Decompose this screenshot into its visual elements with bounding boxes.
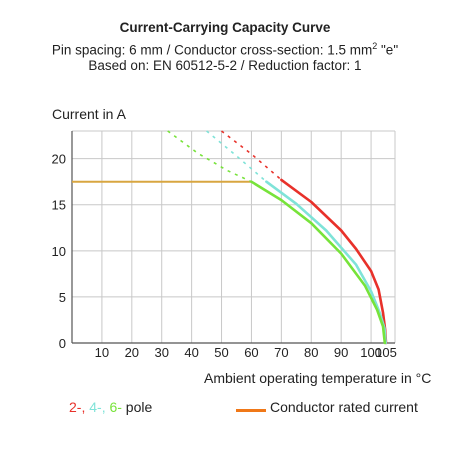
axes <box>71 131 395 344</box>
x-tick-label: 20 <box>125 345 139 360</box>
legend-rated-current-line <box>236 409 266 412</box>
subtitle-text: Pin spacing: 6 mm / Conductor cross-sect… <box>51 42 373 58</box>
series-6-pole-dashed <box>167 130 252 183</box>
series-2-pole-dashed <box>221 130 282 181</box>
y-tick-label: 10 <box>52 244 66 259</box>
y-tick-label: 5 <box>59 290 66 305</box>
series-4-pole-line <box>265 180 388 345</box>
legend-pole-part: pole <box>121 399 153 415</box>
x-tick-label: 100 <box>360 345 382 360</box>
y-axis-label: Current in A <box>52 106 127 122</box>
x-axis-label: Ambient operating temperature in °C <box>204 370 431 386</box>
x-tick-label: 50 <box>214 345 228 360</box>
legend-rated-current-label: Conductor rated current <box>270 399 418 415</box>
series-6-pole-line <box>250 180 387 345</box>
series-lines <box>72 130 388 345</box>
x-tick-label: 80 <box>304 345 318 360</box>
x-tick-label: 105 <box>375 345 397 360</box>
y-tick-label: 0 <box>59 336 66 351</box>
x-tick-label: 10 <box>95 345 109 360</box>
x-tick-label: 30 <box>154 345 168 360</box>
x-tick-label: 90 <box>334 345 348 360</box>
legend-pole-part: 2- <box>69 399 82 415</box>
series-4-pole-dashed <box>206 130 267 183</box>
legend-pole-part: 4- <box>89 399 102 415</box>
subtitle-superscript: 2 <box>372 41 378 51</box>
legend-pole-part: , <box>101 399 110 415</box>
x-tick-label: 70 <box>274 345 288 360</box>
y-tick-label: 15 <box>52 198 66 213</box>
x-tick-label: 40 <box>184 345 198 360</box>
legend-pole-part: 6- <box>109 399 122 415</box>
y-tick-label: 20 <box>52 152 66 167</box>
x-tick-label: 60 <box>244 345 258 360</box>
legend-pole-part: , <box>81 399 90 415</box>
subtitle-suffix: "e" <box>377 42 399 58</box>
legend-pole: 2-, 4-, 6- pole <box>69 399 152 415</box>
chart-subtitle: Pin spacing: 6 mm / Conductor cross-sect… <box>0 37 450 60</box>
chart-title: Current-Carrying Capacity Curve <box>119 20 331 35</box>
chart-basis: Based on: EN 60512-5-2 / Reduction facto… <box>88 58 362 73</box>
